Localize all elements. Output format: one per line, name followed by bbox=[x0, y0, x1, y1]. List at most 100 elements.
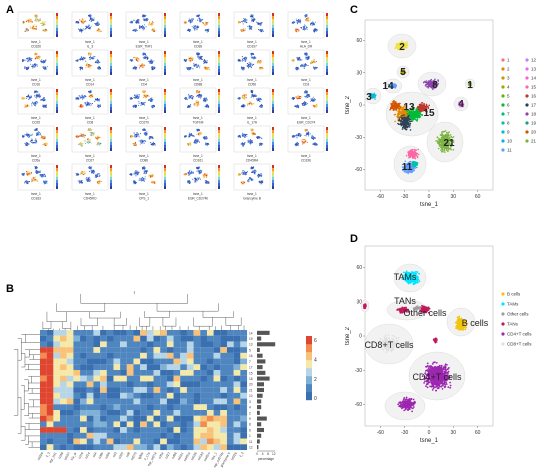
feature-colorbar bbox=[110, 89, 112, 113]
cluster-label: 4 bbox=[458, 99, 464, 110]
celltype-points bbox=[360, 263, 476, 421]
percentage-bar bbox=[257, 387, 264, 393]
legend-tick: 4 bbox=[314, 357, 317, 363]
legend-item: 13 bbox=[525, 67, 537, 72]
heatmap-row-label: 13 bbox=[249, 343, 253, 347]
bar-tick: 12 bbox=[272, 452, 276, 456]
legend-item: 15 bbox=[525, 85, 537, 90]
region-label-cd4: CD4+T cells bbox=[412, 372, 462, 382]
percentage-bars bbox=[257, 330, 276, 452]
feature-axis-x: tsne_1 bbox=[139, 40, 149, 44]
legend-label: 9 bbox=[507, 130, 510, 135]
cluster-points bbox=[364, 33, 476, 183]
legend-label: B cells bbox=[507, 292, 521, 297]
heatmap-col-label: cd27 bbox=[164, 451, 171, 459]
panel-a-feature-plots: tsne_1CD326tsne_1IL_3tsne_1EGR_TNF1tsne_… bbox=[17, 11, 328, 201]
legend-item: 8 bbox=[501, 121, 510, 126]
percentage-bar bbox=[257, 410, 260, 415]
legend-item: 2 bbox=[501, 67, 510, 72]
cluster-label: 3 bbox=[366, 92, 372, 103]
heatmap-col-label: cd3 bbox=[112, 451, 118, 458]
percentage-bar bbox=[257, 347, 260, 353]
x-tick-label: 30 bbox=[451, 430, 457, 436]
bar-tick: 0 bbox=[256, 452, 258, 456]
heatmap-col-label: egr_cd274b bbox=[213, 451, 225, 468]
percentage-bar bbox=[257, 376, 270, 381]
x-tick-label: 60 bbox=[475, 194, 481, 200]
legend-item: CD8+T cells bbox=[501, 342, 532, 347]
y-tick-label: 30 bbox=[356, 70, 362, 76]
column-dendrogram bbox=[42, 291, 245, 337]
feature-axis-x: tsne_1 bbox=[31, 116, 41, 120]
legend-tick: 6 bbox=[314, 338, 317, 344]
cluster-label: 8 bbox=[432, 80, 438, 91]
heatmap-row-label: 1 bbox=[249, 434, 251, 438]
heatmap-col-label: cd8 bbox=[125, 451, 131, 458]
y-tick-label: 0 bbox=[359, 334, 362, 340]
heatmap-col-label: cd270 bbox=[130, 451, 138, 461]
heatmap-row-label: 5 bbox=[249, 348, 251, 352]
feature-marker-label: IL_17A bbox=[247, 121, 258, 125]
legend-label: 14 bbox=[531, 76, 537, 81]
feature-marker-label: CD197 bbox=[247, 45, 257, 49]
percentage-bar bbox=[257, 336, 262, 341]
cluster-label: 2 bbox=[399, 42, 405, 53]
heatmap-col-label: cd161 bbox=[177, 451, 185, 461]
legend-item: 11 bbox=[501, 148, 512, 153]
legend-label: 21 bbox=[531, 139, 537, 144]
region-label-other: Other cells bbox=[403, 308, 447, 318]
heatmap-col-label: cd4 bbox=[92, 451, 98, 458]
percentage-bar bbox=[257, 433, 262, 438]
heatmap-row-label: 15 bbox=[249, 371, 253, 375]
heatmap-row-label: 4 bbox=[249, 406, 251, 410]
x-tick-label: 30 bbox=[451, 194, 457, 200]
heatmap-col-label: granzyme b bbox=[219, 451, 231, 468]
feature-marker-label: CD270 bbox=[139, 121, 149, 125]
feature-colorbar bbox=[110, 51, 112, 75]
heatmap-row-label: 16 bbox=[249, 354, 253, 358]
heatmap-col-label: cd25 bbox=[117, 451, 124, 459]
heatmap-row-label: 20 bbox=[249, 383, 253, 387]
feature-axis-x: tsne_1 bbox=[193, 154, 203, 158]
heatmap-row-label: 19 bbox=[249, 337, 253, 341]
feature-colorbar bbox=[272, 13, 274, 37]
row-dendrogram bbox=[14, 334, 40, 448]
feature-colorbar bbox=[110, 127, 112, 151]
feature-axis-x: tsne_1 bbox=[193, 78, 203, 82]
heatmap-row-label: 14 bbox=[249, 331, 253, 335]
percentage-bar bbox=[257, 399, 262, 404]
heatmap-col-label: cd5a bbox=[157, 451, 164, 459]
cluster-label: 14 bbox=[382, 81, 394, 92]
legend-label: 16 bbox=[531, 94, 537, 99]
feature-colorbar bbox=[218, 89, 220, 113]
feature-axis-x: tsne_1 bbox=[193, 40, 203, 44]
legend-item: 10 bbox=[501, 139, 513, 144]
feature-axis-x: tsne_1 bbox=[247, 40, 257, 44]
heatmap-row-label: 10 bbox=[249, 394, 253, 398]
feature-colorbar bbox=[218, 127, 220, 151]
heatmap-col-label: cd38 bbox=[57, 451, 64, 459]
feature-plot: tsne_1IL_17A bbox=[233, 87, 274, 125]
x-tick-label: 60 bbox=[475, 430, 481, 436]
percentage-bar bbox=[257, 405, 262, 410]
feature-axis-x: tsne_1 bbox=[193, 192, 203, 196]
feature-marker-label: CD45RA bbox=[246, 159, 259, 163]
percentage-bar bbox=[257, 422, 262, 427]
feature-marker-label: HLA_DR bbox=[300, 45, 313, 49]
legend-label: 2 bbox=[507, 67, 510, 72]
feature-axis-x: tsne_1 bbox=[85, 116, 95, 120]
heatmap-col-label: cd326 bbox=[230, 451, 238, 461]
legend-label: 20 bbox=[531, 130, 537, 135]
y-tick-label: -30 bbox=[355, 135, 362, 141]
